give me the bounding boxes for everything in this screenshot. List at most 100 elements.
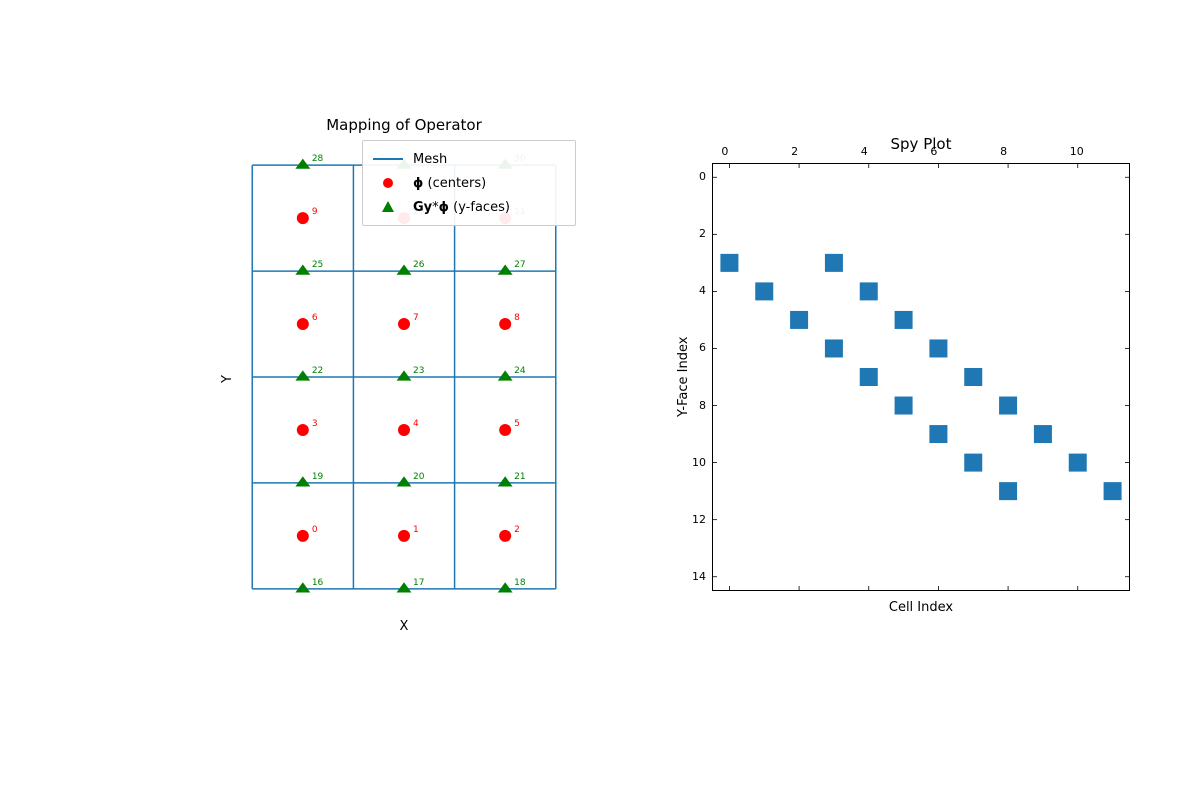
yface-marker — [295, 370, 310, 380]
legend-swatch-mesh — [373, 151, 403, 167]
ytick-label: 6 — [699, 341, 706, 354]
spy-marker — [964, 454, 982, 472]
spy-marker — [964, 368, 982, 386]
spy-marker — [1104, 482, 1122, 500]
yface-index-label: 17 — [413, 578, 424, 588]
spy-marker — [860, 368, 878, 386]
spy-marker — [895, 311, 913, 329]
center-index-label: 3 — [312, 419, 318, 429]
xtick-label: 4 — [861, 145, 868, 158]
spy-marker — [929, 339, 947, 357]
ytick-label: 0 — [699, 170, 706, 183]
spy-marker — [825, 254, 843, 272]
center-index-label: 9 — [312, 207, 318, 217]
xtick-label: 0 — [721, 145, 728, 158]
spy-marker — [755, 282, 773, 300]
center-marker — [297, 530, 309, 542]
yface-index-label: 27 — [514, 260, 525, 270]
center-index-label: 6 — [312, 313, 318, 323]
circle-icon — [383, 178, 393, 188]
yface-marker — [397, 582, 412, 592]
yface-marker — [295, 264, 310, 274]
center-index-label: 4 — [413, 419, 419, 429]
center-marker — [499, 424, 511, 436]
left-title: Mapping of Operator — [232, 116, 576, 134]
left-ylabel: Y — [220, 375, 235, 383]
center-index-label: 5 — [514, 419, 520, 429]
yface-index-label: 21 — [514, 472, 525, 482]
center-marker — [499, 318, 511, 330]
right-xlabel: Cell Index — [712, 600, 1130, 615]
center-index-label: 2 — [514, 525, 520, 535]
xtick-label: 8 — [1000, 145, 1007, 158]
ytick-label: 12 — [692, 513, 706, 526]
center-marker — [499, 530, 511, 542]
spy-marker — [999, 397, 1017, 415]
center-marker — [398, 424, 410, 436]
center-marker — [297, 318, 309, 330]
yface-index-label: 18 — [514, 578, 526, 588]
spy-marker — [999, 482, 1017, 500]
right-subplot: Spy Plot Cell Index Y-Face Index 0246810… — [712, 163, 1130, 591]
legend-swatch-yfaces — [373, 199, 403, 215]
right-title: Spy Plot — [712, 135, 1130, 153]
yface-index-label: 26 — [413, 260, 425, 270]
figure: Mapping of Operator 16171819202122232425… — [0, 0, 1200, 800]
center-index-label: 1 — [413, 525, 419, 535]
spy-marker — [1069, 454, 1087, 472]
spy-marker — [895, 397, 913, 415]
legend-row-yfaces: Gy*ϕ (y-faces) — [373, 195, 565, 219]
yface-marker — [498, 582, 513, 592]
center-index-label: 0 — [312, 525, 318, 535]
yface-index-label: 24 — [514, 366, 526, 376]
triangle-icon — [382, 201, 394, 212]
mesh-line-icon — [373, 158, 403, 160]
left-subplot: Mapping of Operator 16171819202122232425… — [232, 144, 576, 610]
center-index-label: 7 — [413, 313, 419, 323]
legend-swatch-centers — [373, 175, 403, 191]
center-marker — [398, 318, 410, 330]
yface-marker — [397, 370, 412, 380]
legend-row-centers: ϕ (centers) — [373, 171, 565, 195]
xtick-label: 6 — [930, 145, 937, 158]
spy-marker — [720, 254, 738, 272]
yface-index-label: 20 — [413, 472, 425, 482]
spy-marker — [860, 282, 878, 300]
yface-marker — [295, 476, 310, 486]
yface-marker — [295, 159, 310, 169]
xtick-label: 10 — [1070, 145, 1084, 158]
yface-index-label: 19 — [312, 472, 324, 482]
center-marker — [297, 212, 309, 224]
right-svg — [712, 163, 1130, 591]
xtick-label: 2 — [791, 145, 798, 158]
center-index-label: 8 — [514, 313, 520, 323]
legend-row-mesh: Mesh — [373, 147, 565, 171]
spy-marker — [1034, 425, 1052, 443]
yface-index-label: 16 — [312, 578, 324, 588]
legend: Mesh ϕ (centers) Gy*ϕ (y-faces) — [362, 140, 576, 226]
yface-index-label: 22 — [312, 366, 323, 376]
ytick-label: 2 — [699, 227, 706, 240]
yface-marker — [397, 264, 412, 274]
right-ylabel: Y-Face Index — [676, 337, 691, 417]
center-marker — [297, 424, 309, 436]
ytick-label: 10 — [692, 456, 706, 469]
center-marker — [398, 530, 410, 542]
spy-marker — [790, 311, 808, 329]
spy-marker — [929, 425, 947, 443]
yface-marker — [498, 264, 513, 274]
ytick-label: 4 — [699, 284, 706, 297]
yface-index-label: 23 — [413, 366, 424, 376]
yface-marker — [295, 582, 310, 592]
left-xlabel: X — [232, 619, 576, 634]
legend-label-centers: ϕ (centers) — [413, 176, 486, 191]
legend-label-yfaces: Gy*ϕ (y-faces) — [413, 200, 510, 215]
yface-index-label: 25 — [312, 260, 323, 270]
spy-marker — [825, 339, 843, 357]
yface-marker — [397, 476, 412, 486]
ytick-label: 14 — [692, 570, 706, 583]
yface-index-label: 28 — [312, 154, 324, 164]
ytick-label: 8 — [699, 399, 706, 412]
yface-marker — [498, 370, 513, 380]
legend-label-mesh: Mesh — [413, 152, 447, 167]
